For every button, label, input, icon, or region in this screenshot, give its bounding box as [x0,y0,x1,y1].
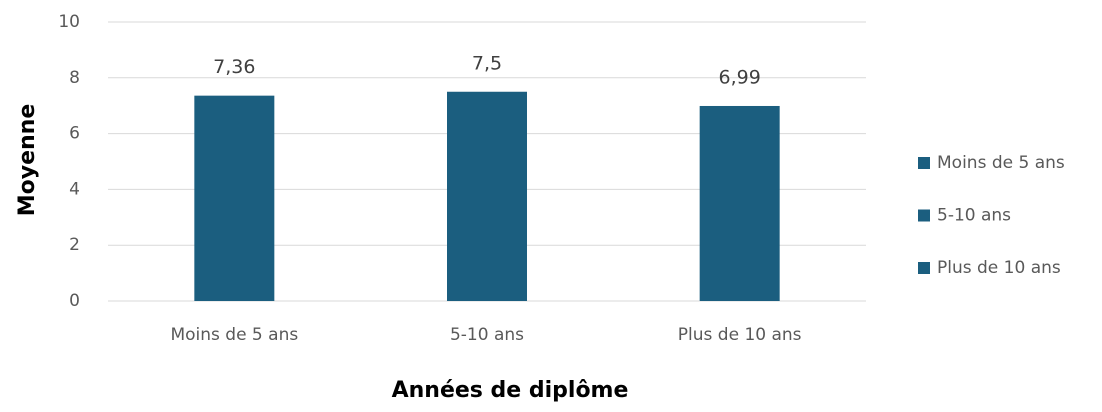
value-label: 7,5 [472,52,502,74]
y-tick-label: 2 [69,235,80,255]
y-tick-label: 0 [69,291,80,311]
legend-label: Plus de 10 ans [937,258,1061,278]
y-tick-label: 8 [69,68,80,88]
y-tick-label: 4 [69,179,80,199]
value-label: 7,36 [213,56,255,78]
bar [194,95,275,301]
y-tick-label: 6 [69,124,80,144]
y-axis-title: Moyenne [15,104,40,217]
value-label: 6,99 [719,66,761,88]
legend-label: 5-10 ans [937,206,1011,226]
legend-swatch [918,209,930,222]
legend-label: Moins de 5 ans [937,153,1065,173]
x-axis-title: Années de diplôme [392,378,629,403]
y-tick-label: 10 [58,12,80,32]
bar [447,91,527,301]
legend-swatch [918,157,930,169]
x-tick-label: 5-10 ans [450,325,524,345]
x-tick-label: Plus de 10 ans [678,325,802,345]
legend-swatch [918,262,930,274]
x-tick-label: Moins de 5 ans [170,325,298,345]
bar [699,105,780,301]
